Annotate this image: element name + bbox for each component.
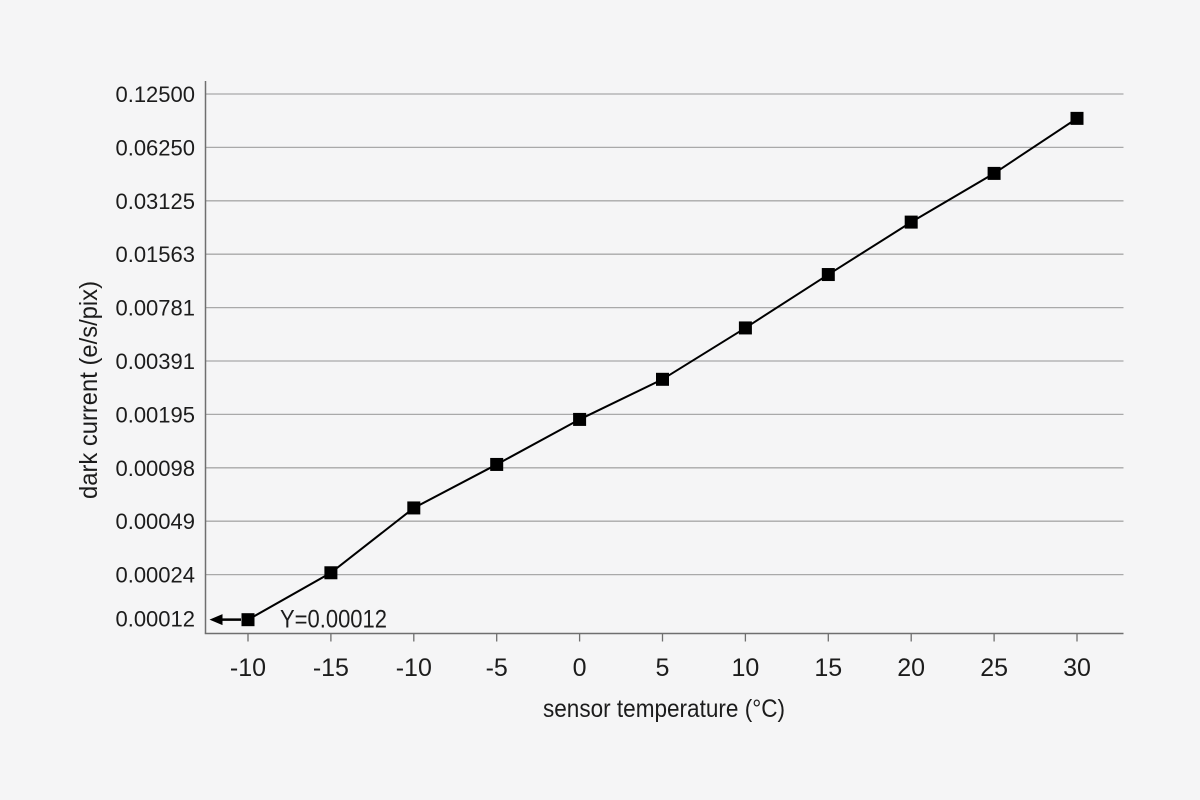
x-tick-label: 30 [1063,654,1091,682]
data-point-marker [656,372,669,386]
y-tick-label: 0.01563 [115,242,195,267]
y-tick-label: 0.00391 [115,349,195,374]
y-tick-label: 0.12500 [115,82,195,107]
x-tick-label: -10 [230,654,266,682]
annotation-arrowhead [209,614,223,626]
x-tick-label: -15 [313,654,349,682]
data-point-marker [987,166,1001,180]
annotation-layer: Y=0.00012 [209,606,387,634]
x-tick-label: -5 [486,654,508,682]
x-axis-title: sensor temperature (°C) [543,695,785,723]
data-point-marker [821,268,835,282]
data-point-marker [490,457,504,471]
annotation-text: Y=0.00012 [280,606,387,634]
series-line [247,117,1078,621]
data-point-marker [738,321,752,335]
data-point-marker [904,215,918,229]
x-tick-label: 0 [573,654,587,682]
series-layer [241,111,1084,627]
data-point-marker [573,412,587,426]
gridlines-layer [205,93,1124,576]
x-tick-label: 15 [814,654,842,682]
y-tick-label: 0.00049 [115,509,195,534]
y-tick-label: 0.00098 [115,456,195,481]
data-point-marker [1070,111,1084,125]
y-tick-label: 0.03125 [115,189,195,214]
y-tick-label: 0.00024 [115,563,195,588]
data-point-marker [241,613,255,627]
tick-labels-layer: 0.12500 0.06250 0.03125 0.01563 0.00781 0.003… [115,82,1090,682]
x-tick-label: -10 [396,654,432,682]
x-tick-label: 25 [980,654,1008,682]
y-axis-title: dark current (e/s/pix) [75,281,103,499]
data-point-marker [324,566,338,580]
axes-layer [204,81,1124,642]
x-tick-label: 10 [731,654,759,682]
x-tick-label: 20 [897,654,925,682]
y-tick-label: 0.00781 [115,296,195,321]
y-tick-label: 0.00195 [115,402,195,427]
y-tick-label: 0.00012 [115,607,195,632]
x-tick-label: 5 [656,654,670,682]
data-point-marker [407,501,421,515]
y-tick-label: 0.06250 [115,135,195,160]
